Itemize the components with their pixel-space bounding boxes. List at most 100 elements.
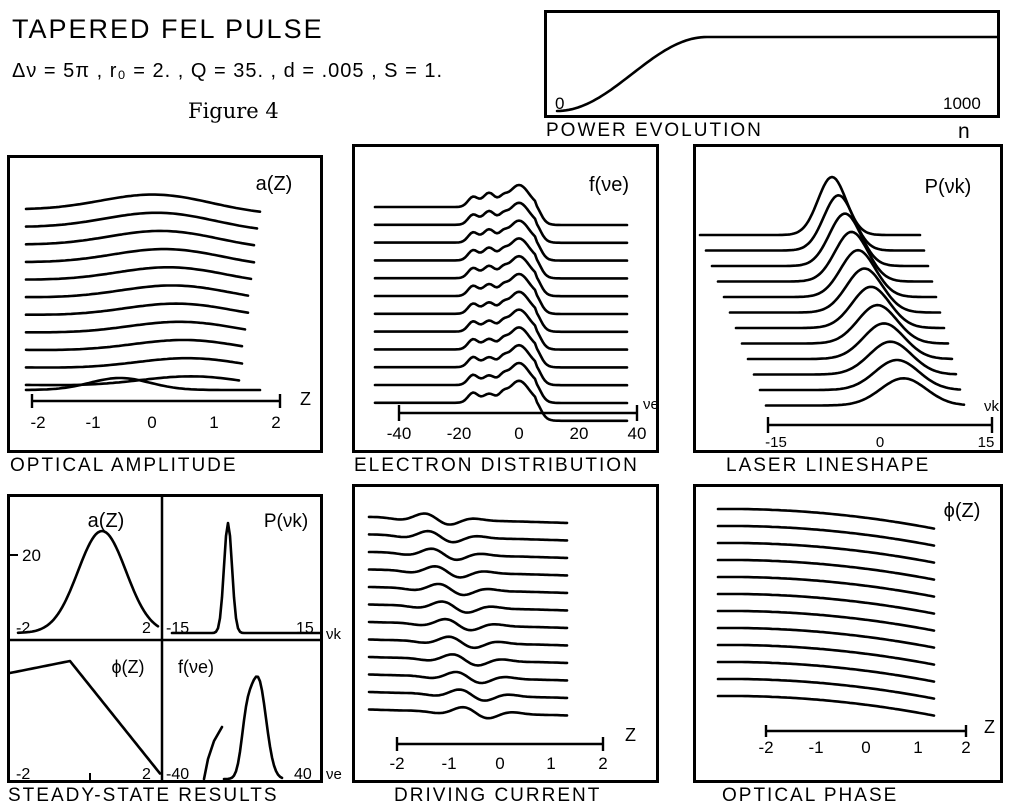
amplitude-function-label: a(Z) [256, 173, 293, 195]
driving-current-curves [367, 512, 569, 720]
electron-tick-labels: -40 -20 0 20 40 [387, 424, 647, 443]
laser-lineshape-caption: LASER LINESHAPE [726, 455, 931, 476]
steady-electron-label: f(νe) [178, 657, 214, 677]
driving-curve [367, 617, 569, 632]
phase-function-label: ϕ(Z) [944, 500, 981, 522]
amp-tick: -1 [85, 413, 100, 432]
elec-tick: -20 [447, 424, 472, 443]
electron-curve [373, 272, 629, 316]
amplitude-curves [24, 193, 262, 392]
laser-tick: -15 [765, 434, 787, 451]
phase-tick: -2 [758, 738, 773, 757]
amplitude-curve [24, 302, 250, 316]
electron-distribution-panel: f(νe) -40 -20 0 20 40 νe [352, 144, 659, 453]
phase-curve [716, 643, 936, 666]
laser-curve [710, 212, 930, 268]
drive-tick: 0 [495, 754, 504, 773]
elec-tick: 20 [570, 424, 589, 443]
steady-phi-xmin: -2 [16, 766, 30, 783]
phase-tick-labels: -2 -1 0 1 2 [758, 738, 970, 757]
steady-state-plot: a(Z) 20 -2 2 P(νk) -15 15 ϕ(Z) -2 2 f(νe… [10, 497, 320, 783]
amplitude-curve [24, 229, 256, 247]
electron-curve [373, 326, 629, 369]
amplitude-curve [24, 320, 247, 334]
phase-tick: 1 [913, 738, 922, 757]
laser-curve [704, 194, 926, 252]
power-n-label: n [958, 120, 972, 143]
driving-current-plot: -2 -1 0 1 2 Z [367, 512, 636, 773]
electron-distribution-caption: ELECTRON DISTRIBUTION [354, 455, 639, 476]
power-curve [555, 35, 1000, 113]
driving-curve [367, 547, 569, 562]
steady-a-xmin: -2 [16, 620, 30, 637]
electron-curve [373, 201, 629, 245]
laser-lineshape-panel: P(νk) -15 0 15 νk [693, 144, 1003, 453]
laser-curve [728, 267, 942, 314]
laser-curve [740, 303, 950, 345]
optical-phase-caption: OPTICAL PHASE [722, 785, 899, 806]
drive-axis-variable: Z [625, 725, 636, 745]
steady-amplitude-label: a(Z) [88, 510, 125, 532]
drive-tick: -2 [389, 754, 404, 773]
driving-curve [367, 688, 569, 702]
elec-tick: 0 [514, 424, 523, 443]
steady-electron-curve-secondary [202, 725, 224, 780]
electron-curve [373, 361, 629, 405]
driving-curve [367, 670, 569, 685]
figure-number: Figure 4 [188, 99, 279, 123]
electron-curve [373, 290, 629, 334]
steady-lineshape-axis-variable: νk [326, 626, 341, 643]
power-x-max: 1000 [943, 94, 981, 113]
electron-axis [397, 405, 639, 421]
phase-curve [716, 592, 936, 615]
amp-axis-variable: Z [300, 389, 311, 409]
elec-tick: -40 [387, 424, 412, 443]
elec-axis-variable: νe [643, 396, 659, 413]
laser-function-label: P(νk) [925, 176, 972, 198]
amplitude-curve [24, 284, 250, 299]
electron-curve [373, 237, 629, 280]
steady-a-xmax: 2 [142, 620, 151, 637]
optical-phase-plot: ϕ(Z) -2 -1 0 1 2 Z [716, 500, 995, 757]
drive-tick: 1 [546, 754, 555, 773]
steady-lineshape-curve [170, 521, 320, 635]
steady-electron-axis-variable: νe [326, 766, 342, 783]
steady-phase-label: ϕ(Z) [111, 657, 144, 677]
electron-curve [373, 183, 629, 227]
laser-curve [752, 340, 958, 376]
laser-curve [758, 358, 962, 392]
amplitude-curve [24, 211, 259, 230]
amplitude-curve [24, 193, 262, 213]
optical-amplitude-caption: OPTICAL AMPLITUDE [10, 455, 238, 476]
laser-axis-variable: νk [984, 398, 1000, 415]
amp-tick: 2 [271, 413, 280, 432]
drive-tick: 2 [598, 754, 607, 773]
laser-curve [698, 175, 922, 237]
driving-current-caption: DRIVING CURRENT [394, 785, 602, 806]
electron-curve [373, 379, 629, 423]
driving-curve [367, 512, 569, 526]
laser-curve [722, 248, 938, 299]
phase-curve [716, 524, 936, 547]
electron-function-label: f(νe) [589, 174, 629, 196]
laser-curve [734, 285, 946, 330]
amplitude-curve [24, 376, 262, 392]
steady-electron-curve [222, 675, 284, 780]
driving-curve [367, 653, 569, 667]
driving-axis [395, 737, 605, 751]
steady-p-xmax: 15 [296, 620, 314, 637]
amp-tick: -2 [30, 413, 45, 432]
optical-amplitude-plot: a(Z) -2 -1 0 1 2 Z [24, 173, 311, 432]
phase-curve [716, 575, 936, 598]
phase-curve [716, 541, 936, 564]
phase-curve [716, 660, 936, 683]
optical-phase-panel: ϕ(Z) -2 -1 0 1 2 Z [693, 484, 1003, 783]
electron-curves [373, 183, 629, 423]
amplitude-curve [24, 247, 256, 264]
laser-curves [698, 175, 966, 407]
power-evolution-panel: 0 1000 [544, 10, 1000, 118]
driving-curve [367, 582, 569, 597]
laser-curve [764, 377, 966, 407]
amplitude-curve [24, 266, 253, 281]
steady-amplitude-value: 20 [22, 546, 41, 565]
